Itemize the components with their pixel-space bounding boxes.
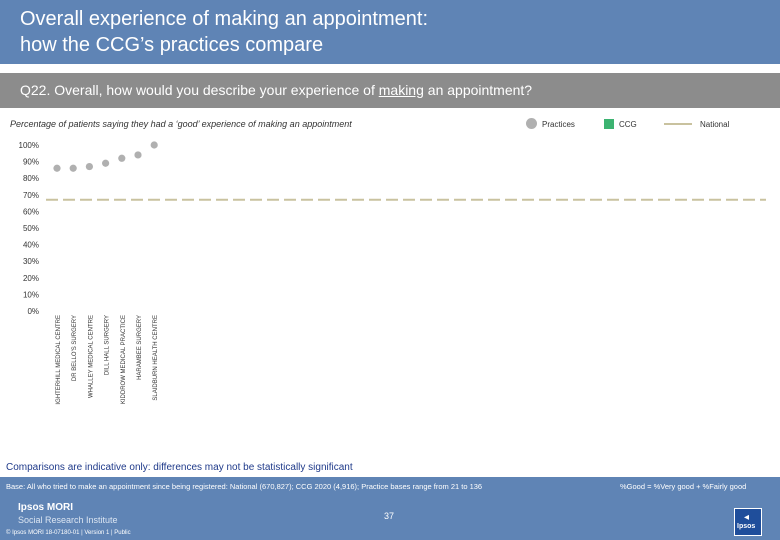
question-bar: Q22. Overall, how would you describe you… — [0, 73, 780, 108]
practice-label: HARAMBEE SURGERY — [137, 315, 143, 380]
base-text: Base: All who tried to make an appointme… — [6, 482, 483, 491]
practice-label: DR BELLO'S SURGERY — [72, 315, 78, 381]
y-tick-label: 30% — [23, 257, 39, 266]
practice-marker — [118, 154, 126, 162]
chart-subtitle: Percentage of patients saying they had a… — [10, 119, 352, 129]
question-underlined: making — [378, 82, 424, 98]
y-tick-label: 80% — [23, 174, 39, 183]
legend-national-label: National — [700, 120, 730, 129]
national-line-icon — [664, 123, 692, 125]
ccg-swatch-icon — [604, 119, 614, 129]
practice-label: WHALLEY MEDICAL CENTRE — [88, 315, 94, 398]
practice-label: IGHTERHILL MEDICAL CENTRE — [56, 315, 62, 405]
practice-label: DILL HALL SURGERY — [105, 315, 111, 375]
practice-marker — [53, 164, 61, 172]
comparison-note: Comparisons are indicative only: differe… — [6, 462, 353, 473]
y-tick-label: 10% — [23, 290, 39, 299]
page-title: Overall experience of making an appointm… — [20, 6, 428, 58]
footer-bar — [0, 477, 780, 540]
practice-label: KIDDROW MEDICAL PRACTICE — [121, 315, 127, 404]
y-tick-label: 70% — [23, 191, 39, 200]
good-definition: %Good = %Very good + %Fairly good — [620, 482, 747, 491]
y-tick-label: 20% — [23, 274, 39, 283]
legend-practices-label: Practices — [542, 120, 575, 129]
y-tick-label: 90% — [23, 158, 39, 167]
title-bar: Overall experience of making an appointm… — [0, 0, 780, 64]
practice-label: SLAIDBURN HEALTH CENTRE — [153, 315, 159, 401]
question-text: Q22. Overall, how would you describe you… — [20, 82, 532, 98]
logo-text: Ipsos — [737, 523, 756, 530]
practice-marker — [69, 164, 77, 172]
practice-marker — [134, 151, 142, 159]
y-tick-label: 100% — [19, 141, 39, 150]
practice-comparison-chart: 0% 10% 20% 30% 40% 50% 60% 70% 80% 90% 100% IGHTERH… — [19, 141, 766, 405]
question-suffix: an appointment? — [423, 82, 533, 98]
title-line-1: Overall experience of making an appointm… — [20, 8, 429, 30]
brand-logo-text: Ipsos MORI — [18, 502, 74, 513]
ipsos-logo: ◂ Ipsos — [734, 508, 762, 536]
question-prefix: Q22. Overall, how would you describe you… — [20, 82, 379, 98]
practice-marker — [150, 141, 158, 149]
title-line-2: how the CCG’s practices compare — [20, 34, 324, 56]
y-tick-label: 40% — [23, 241, 39, 250]
y-tick-label: 0% — [27, 307, 39, 316]
y-tick-label: 60% — [23, 207, 39, 216]
y-tick-label: 50% — [23, 224, 39, 233]
brand-subtitle: Social Research Institute — [18, 515, 118, 525]
copyright-text: © Ipsos MORI 18-07180-01 | Version 1 | P… — [6, 530, 131, 536]
legend-ccg-label: CCG — [619, 120, 637, 129]
practice-marker — [102, 159, 110, 167]
practice-marker — [85, 162, 93, 171]
logo-arrow-icon: ◂ — [744, 512, 750, 523]
practice-marker-icon — [526, 118, 537, 129]
page-number: 37 — [384, 511, 395, 521]
